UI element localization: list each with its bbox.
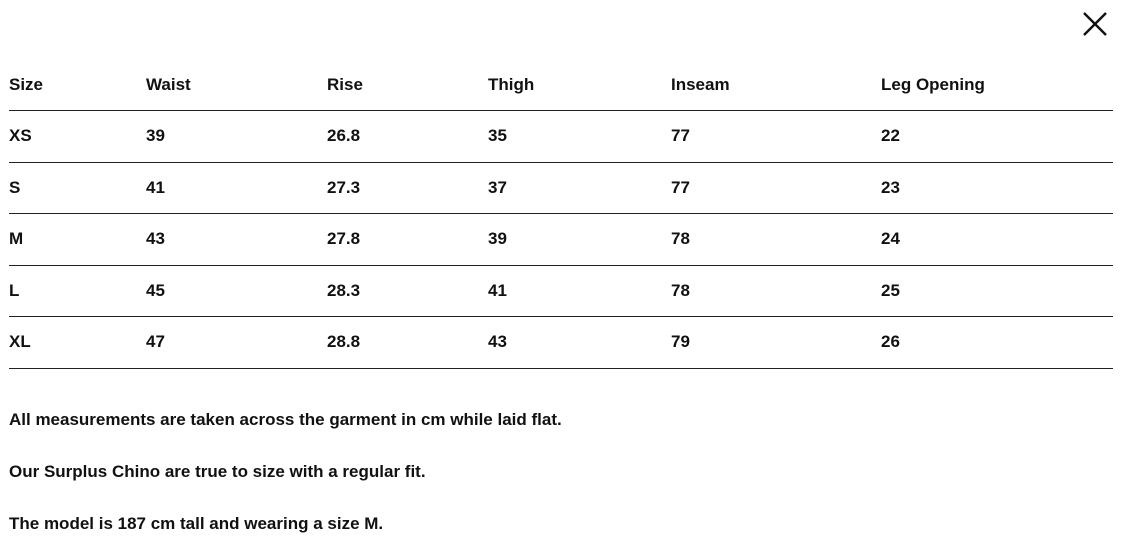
cell-thigh: 37 [488, 162, 671, 214]
cell-inseam: 79 [671, 316, 881, 369]
cell-rise: 27.8 [327, 213, 488, 266]
table-row: S 41 27.3 37 77 23 [9, 162, 1113, 214]
table-header-row: Size Waist Rise Thigh Inseam Leg Opening [9, 60, 1113, 111]
note-fit: Our Surplus Chino are true to size with … [9, 462, 426, 481]
cell-rise: 28.8 [327, 316, 488, 369]
table-row: XS 39 26.8 35 77 22 [9, 110, 1113, 163]
cell-thigh: 41 [488, 265, 671, 317]
cell-thigh: 43 [488, 316, 671, 369]
cell-leg-opening: 26 [881, 316, 1113, 369]
cell-size: M [9, 213, 146, 266]
cell-waist: 39 [146, 110, 327, 163]
table-row: XL 47 28.8 43 79 26 [9, 316, 1113, 369]
cell-waist: 45 [146, 265, 327, 317]
cell-thigh: 35 [488, 110, 671, 163]
cell-waist: 43 [146, 213, 327, 266]
header-leg-opening: Leg Opening [881, 60, 1113, 111]
cell-inseam: 77 [671, 162, 881, 214]
cell-size: XL [9, 316, 146, 369]
table-row: M 43 27.8 39 78 24 [9, 213, 1113, 266]
cell-leg-opening: 25 [881, 265, 1113, 317]
header-size: Size [9, 60, 146, 111]
cell-inseam: 78 [671, 265, 881, 317]
header-inseam: Inseam [671, 60, 881, 111]
cell-size: XS [9, 110, 146, 163]
cell-waist: 47 [146, 316, 327, 369]
cell-thigh: 39 [488, 213, 671, 266]
cell-leg-opening: 23 [881, 162, 1113, 214]
cell-inseam: 78 [671, 213, 881, 266]
cell-rise: 28.3 [327, 265, 488, 317]
cell-size: L [9, 265, 146, 317]
cell-inseam: 77 [671, 110, 881, 163]
cell-size: S [9, 162, 146, 214]
cell-rise: 26.8 [327, 110, 488, 163]
cell-leg-opening: 22 [881, 110, 1113, 163]
close-icon[interactable] [1082, 11, 1108, 37]
header-rise: Rise [327, 60, 488, 111]
cell-rise: 27.3 [327, 162, 488, 214]
cell-waist: 41 [146, 162, 327, 214]
cell-leg-opening: 24 [881, 213, 1113, 266]
note-measurements: All measurements are taken across the ga… [9, 410, 562, 429]
note-model: The model is 187 cm tall and wearing a s… [9, 514, 384, 533]
header-thigh: Thigh [488, 60, 671, 111]
size-chart-table: Size Waist Rise Thigh Inseam Leg Opening… [9, 60, 1113, 369]
table-row: L 45 28.3 41 78 25 [9, 265, 1113, 317]
header-waist: Waist [146, 60, 327, 111]
